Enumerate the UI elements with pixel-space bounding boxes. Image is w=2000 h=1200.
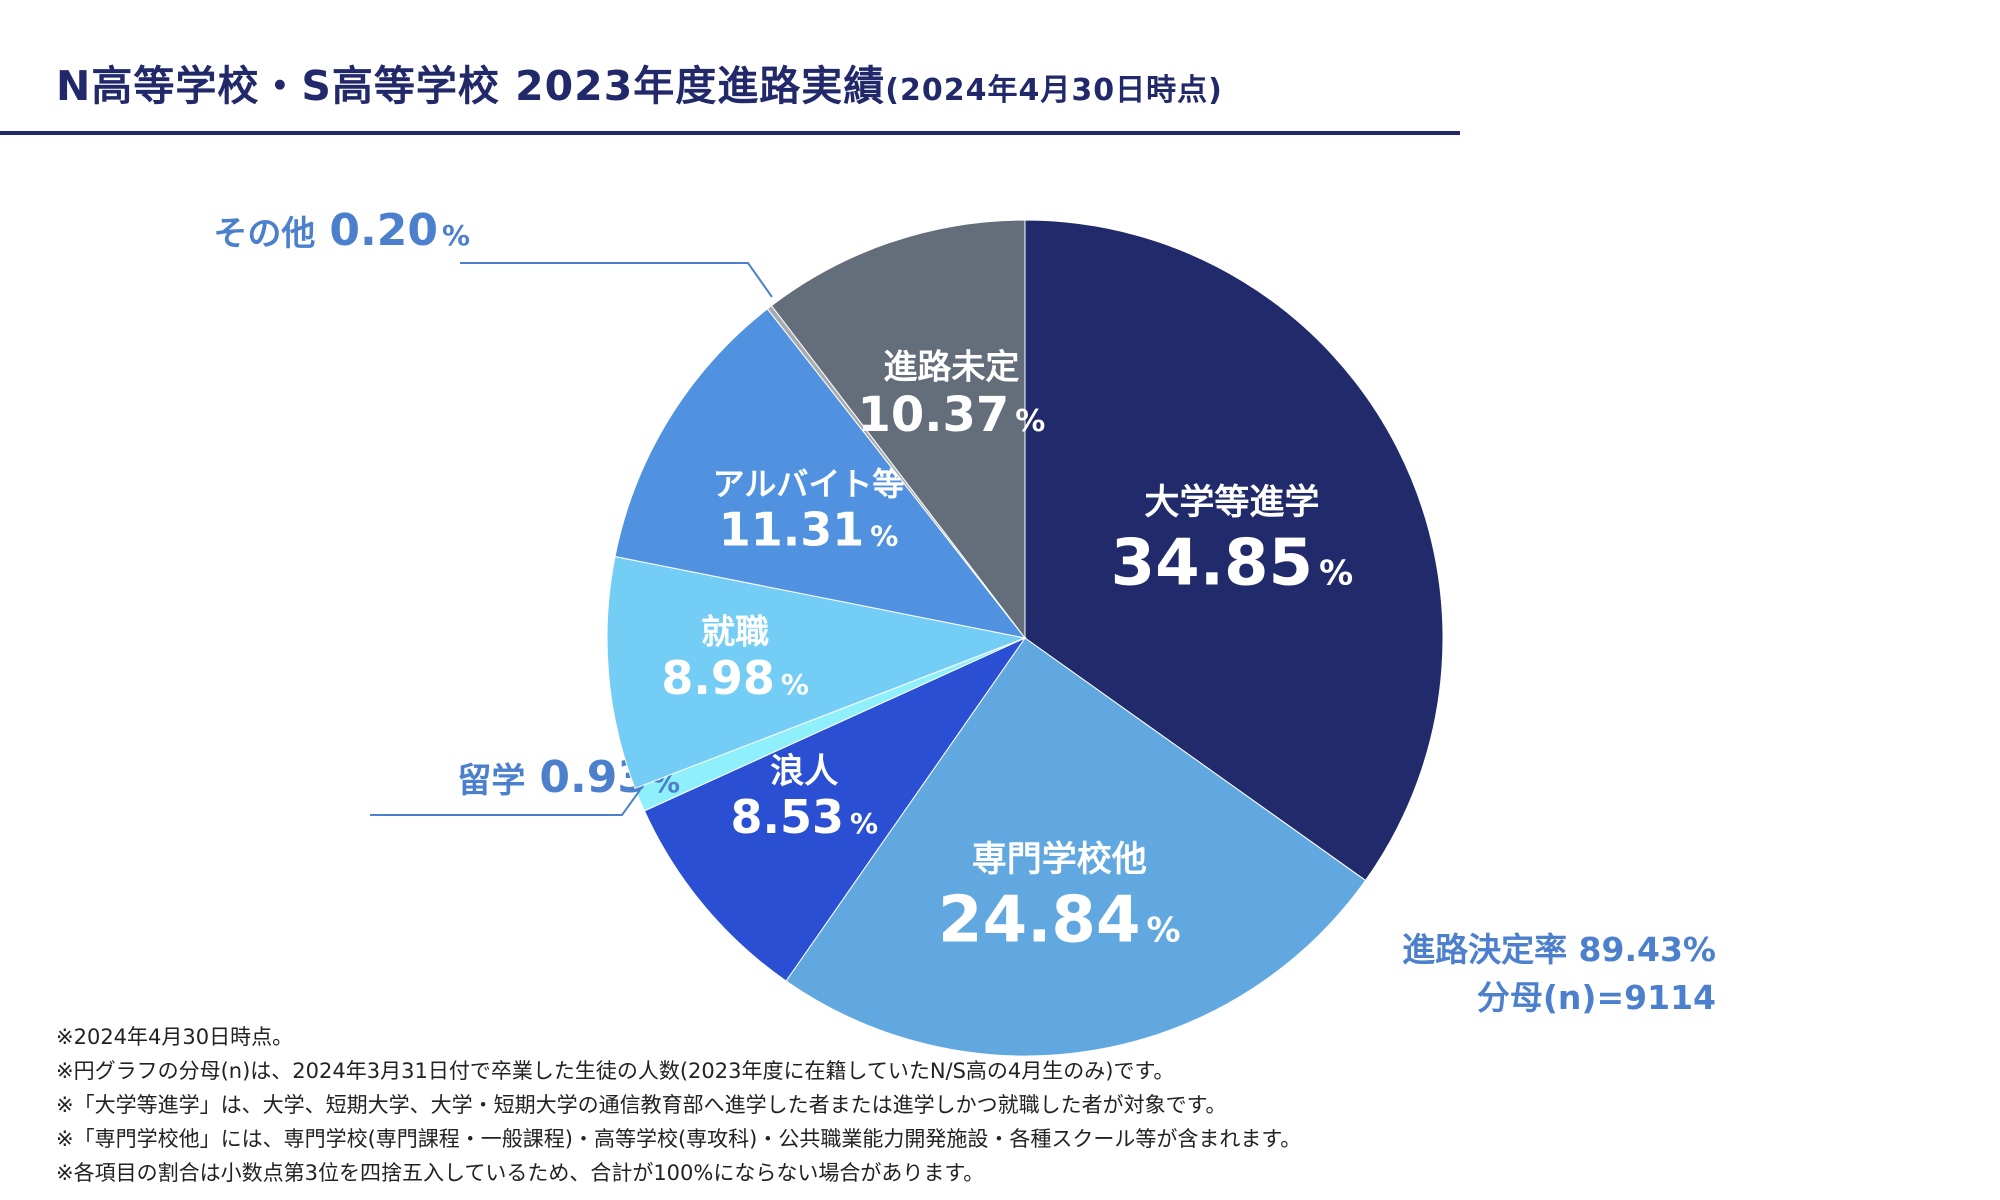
slice-label-アルバイト等: アルバイト等 [713,465,905,503]
slice-value-number: 34.85 [1111,526,1313,600]
pie-slice-アルバイト等 [614,308,1027,639]
slice-label-text: 留学 [457,761,525,801]
slice-label-text: その他 [213,214,315,254]
pie-slice-就職 [606,555,1027,790]
slice-value-アルバイト等: 11.31% [719,502,899,556]
slice-value-unit: % [442,219,470,252]
slice-value-unit: % [870,519,898,552]
footnotes: ※2024年4月30日時点。 ※円グラフの分母(n)は、2024年3月31日付で… [56,1020,1301,1190]
leader-line-留学 [370,789,641,816]
slice-value-就職: 8.98% [661,651,809,705]
slice-value-number: 10.37 [857,387,1009,443]
title-main: N高等学校・S高等学校 2023年度進路実績 [56,62,886,110]
pie-slice-大学等進学 [1024,219,1444,882]
slice-value-浪人: 8.53% [730,790,878,844]
slice-value-unit: % [1015,404,1045,439]
footnote: ※「専門学校他」には、専門学校(専門課程・一般課程)・高等学校(専攻科)・公共職… [56,1127,1302,1151]
slice-label-大学等進学: 大学等進学 [1144,482,1319,523]
denominator: 分母(n)=9114 [1476,978,1716,1017]
slice-value-専門学校他: 24.84% [938,883,1181,957]
slice-value-大学等進学: 34.85% [1111,526,1354,600]
footnote: ※「大学等進学」は、大学、短期大学、大学・短期大学の通信教育部へ進学した者または… [56,1093,1227,1117]
decision-rate-box: 進路決定率 89.43% 分母(n)=9114 [1402,926,1716,1022]
slice-value-進路未定: 10.37% [857,387,1045,443]
pie-slice-専門学校他 [785,637,1367,1057]
slice-label-専門学校他: 専門学校他 [972,839,1147,880]
slice-label-その他: その他 0.20% [213,205,470,256]
slice-value-その他: 0.20 [329,205,438,256]
decision-rate: 進路決定率 89.43% [1402,930,1716,969]
title-date: (2024年4月30日時点) [885,73,1223,108]
page-title: N高等学校・S高等学校 2023年度進路実績(2024年4月30日時点) [56,52,1223,112]
slice-value-number: 11.31 [719,502,865,556]
slice-label-進路未定: 進路未定 [883,347,1019,387]
slice-label-浪人: 浪人 [770,751,838,791]
slice-value-unit: % [1146,910,1180,950]
slice-value-unit: % [1319,553,1353,593]
footnote: ※円グラフの分母(n)は、2024年3月31日付で卒業した生徒の人数(2023年… [56,1059,1175,1083]
slice-value-unit: % [781,668,809,701]
title-underline [0,131,1460,135]
slice-value-number: 8.53 [730,790,844,844]
slice-value-number: 24.84 [938,883,1140,957]
slice-value-number: 8.98 [661,651,775,705]
slice-value-unit: % [850,807,878,840]
pie-slice-浪人 [643,636,1027,982]
leader-line-その他 [460,262,773,298]
pie-slice-進路未定 [770,219,1026,640]
footnote: ※2024年4月30日時点。 [56,1025,294,1049]
footnote: ※各項目の割合は小数点第3位を四捨五入しているため、合計が100%にならない場合… [56,1161,985,1185]
slice-label-就職: 就職 [701,612,769,652]
